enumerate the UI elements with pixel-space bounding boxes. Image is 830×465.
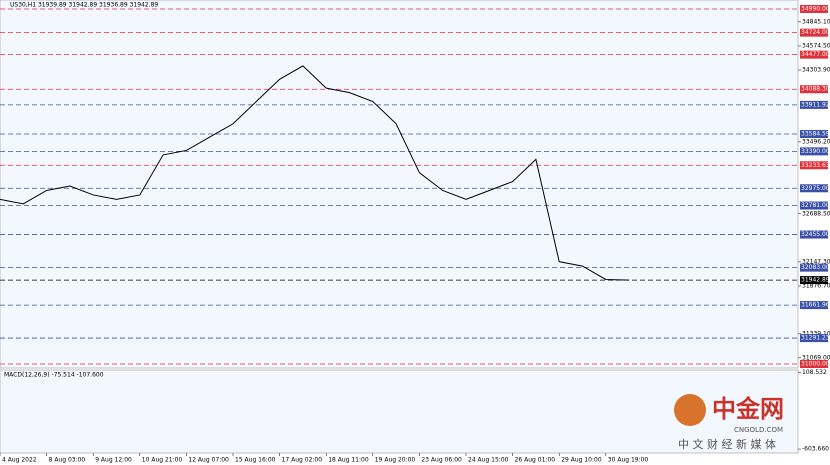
level-label: 33390.00 <box>801 148 830 155</box>
y-tick-label: 34303.90 <box>802 67 830 74</box>
x-tick-label: 8 Aug 03:00 <box>49 457 86 464</box>
level-tag <box>800 359 828 368</box>
price-panel <box>0 0 799 369</box>
price-line <box>0 65 630 281</box>
x-tick-label: 12 Aug 07:00 <box>188 457 229 464</box>
x-tick-label: 24 Aug 15:00 <box>468 457 509 464</box>
level-tag <box>800 130 828 139</box>
macd-label: MACD(12,26,9) -75.514 -107.600 <box>4 372 104 379</box>
x-tick-label: 30 Aug 19:00 <box>608 457 649 464</box>
y-tick-label: 33496.20 <box>802 138 830 145</box>
level-label: 32455.00 <box>801 231 830 238</box>
x-tick-label: 9 Aug 12:00 <box>95 457 132 464</box>
level-tag <box>800 28 828 37</box>
y-tick-label: 32147.30 <box>802 258 830 265</box>
y-tick-label: 34574.50 <box>802 42 830 49</box>
y-tick-label: 31339.10 <box>802 330 830 337</box>
level-tag <box>800 4 828 13</box>
level-tag <box>800 263 828 272</box>
y-tick-label: 34845.10 <box>802 18 830 25</box>
level-label: 33584.59 <box>801 131 830 138</box>
level-label: 34088.30 <box>801 86 830 93</box>
level-tag <box>800 201 828 210</box>
y-tick-label: 31069.00 <box>802 354 830 361</box>
x-tick-label: 18 Aug 11:00 <box>328 457 369 464</box>
level-label: 32781.00 <box>801 202 830 209</box>
x-tick-label: 4 Aug 2022 <box>2 457 37 464</box>
watermark-name: 中金网 <box>712 395 784 423</box>
macd-tick-label: 108.532 <box>802 369 827 376</box>
x-tick-label: 23 Aug 06:00 <box>421 457 462 464</box>
level-label: 34477.00 <box>801 51 830 58</box>
level-label: 33911.92 <box>801 101 830 108</box>
level-label: 34724.00 <box>801 29 830 36</box>
macd-tick-label: -603.660 <box>802 446 829 453</box>
x-tick-label: 26 Aug 01:00 <box>515 457 556 464</box>
level-label: 33233.63 <box>801 162 830 169</box>
level-tag <box>800 100 828 109</box>
level-tag <box>800 276 828 285</box>
level-label: 32975.00 <box>801 185 830 192</box>
x-tick-label: 10 Aug 21:00 <box>142 457 183 464</box>
level-tag <box>800 50 828 59</box>
logo <box>674 394 706 426</box>
y-tick-label: 31876.70 <box>802 282 830 289</box>
level-label: 31291.23 <box>801 335 830 342</box>
y-tick-label: 32688.50 <box>802 210 830 217</box>
watermark: 中金网 CNGOLD.COM 中 文 财 经 新 媒 体 <box>674 394 784 451</box>
level-label: 31000.00 <box>801 360 830 367</box>
level-tag <box>800 147 828 156</box>
level-label: 31661.96 <box>801 302 830 309</box>
level-tag <box>800 334 828 343</box>
x-tick-label: 15 Aug 16:00 <box>235 457 276 464</box>
level-label: 34990.00 <box>801 5 830 12</box>
watermark-site: CNGOLD.COM <box>734 426 783 434</box>
level-tag <box>800 161 828 170</box>
level-tag <box>800 184 828 193</box>
macd-panel <box>0 369 799 454</box>
level-tag <box>800 85 828 94</box>
x-tick-label: 29 Aug 10:00 <box>561 457 602 464</box>
level-tag <box>800 301 828 310</box>
header: US30,H1 31939.89 31942.89 31936.89 31942… <box>10 2 158 9</box>
x-tick-label: 17 Aug 02:00 <box>282 457 323 464</box>
level-label: 32083.00 <box>801 264 830 271</box>
watermark-slogan: 中 文 财 经 新 媒 体 <box>678 437 776 451</box>
level-tag <box>800 230 828 239</box>
x-tick-label: 19 Aug 20:00 <box>375 457 416 464</box>
level-label: 31942.89 <box>801 277 830 284</box>
